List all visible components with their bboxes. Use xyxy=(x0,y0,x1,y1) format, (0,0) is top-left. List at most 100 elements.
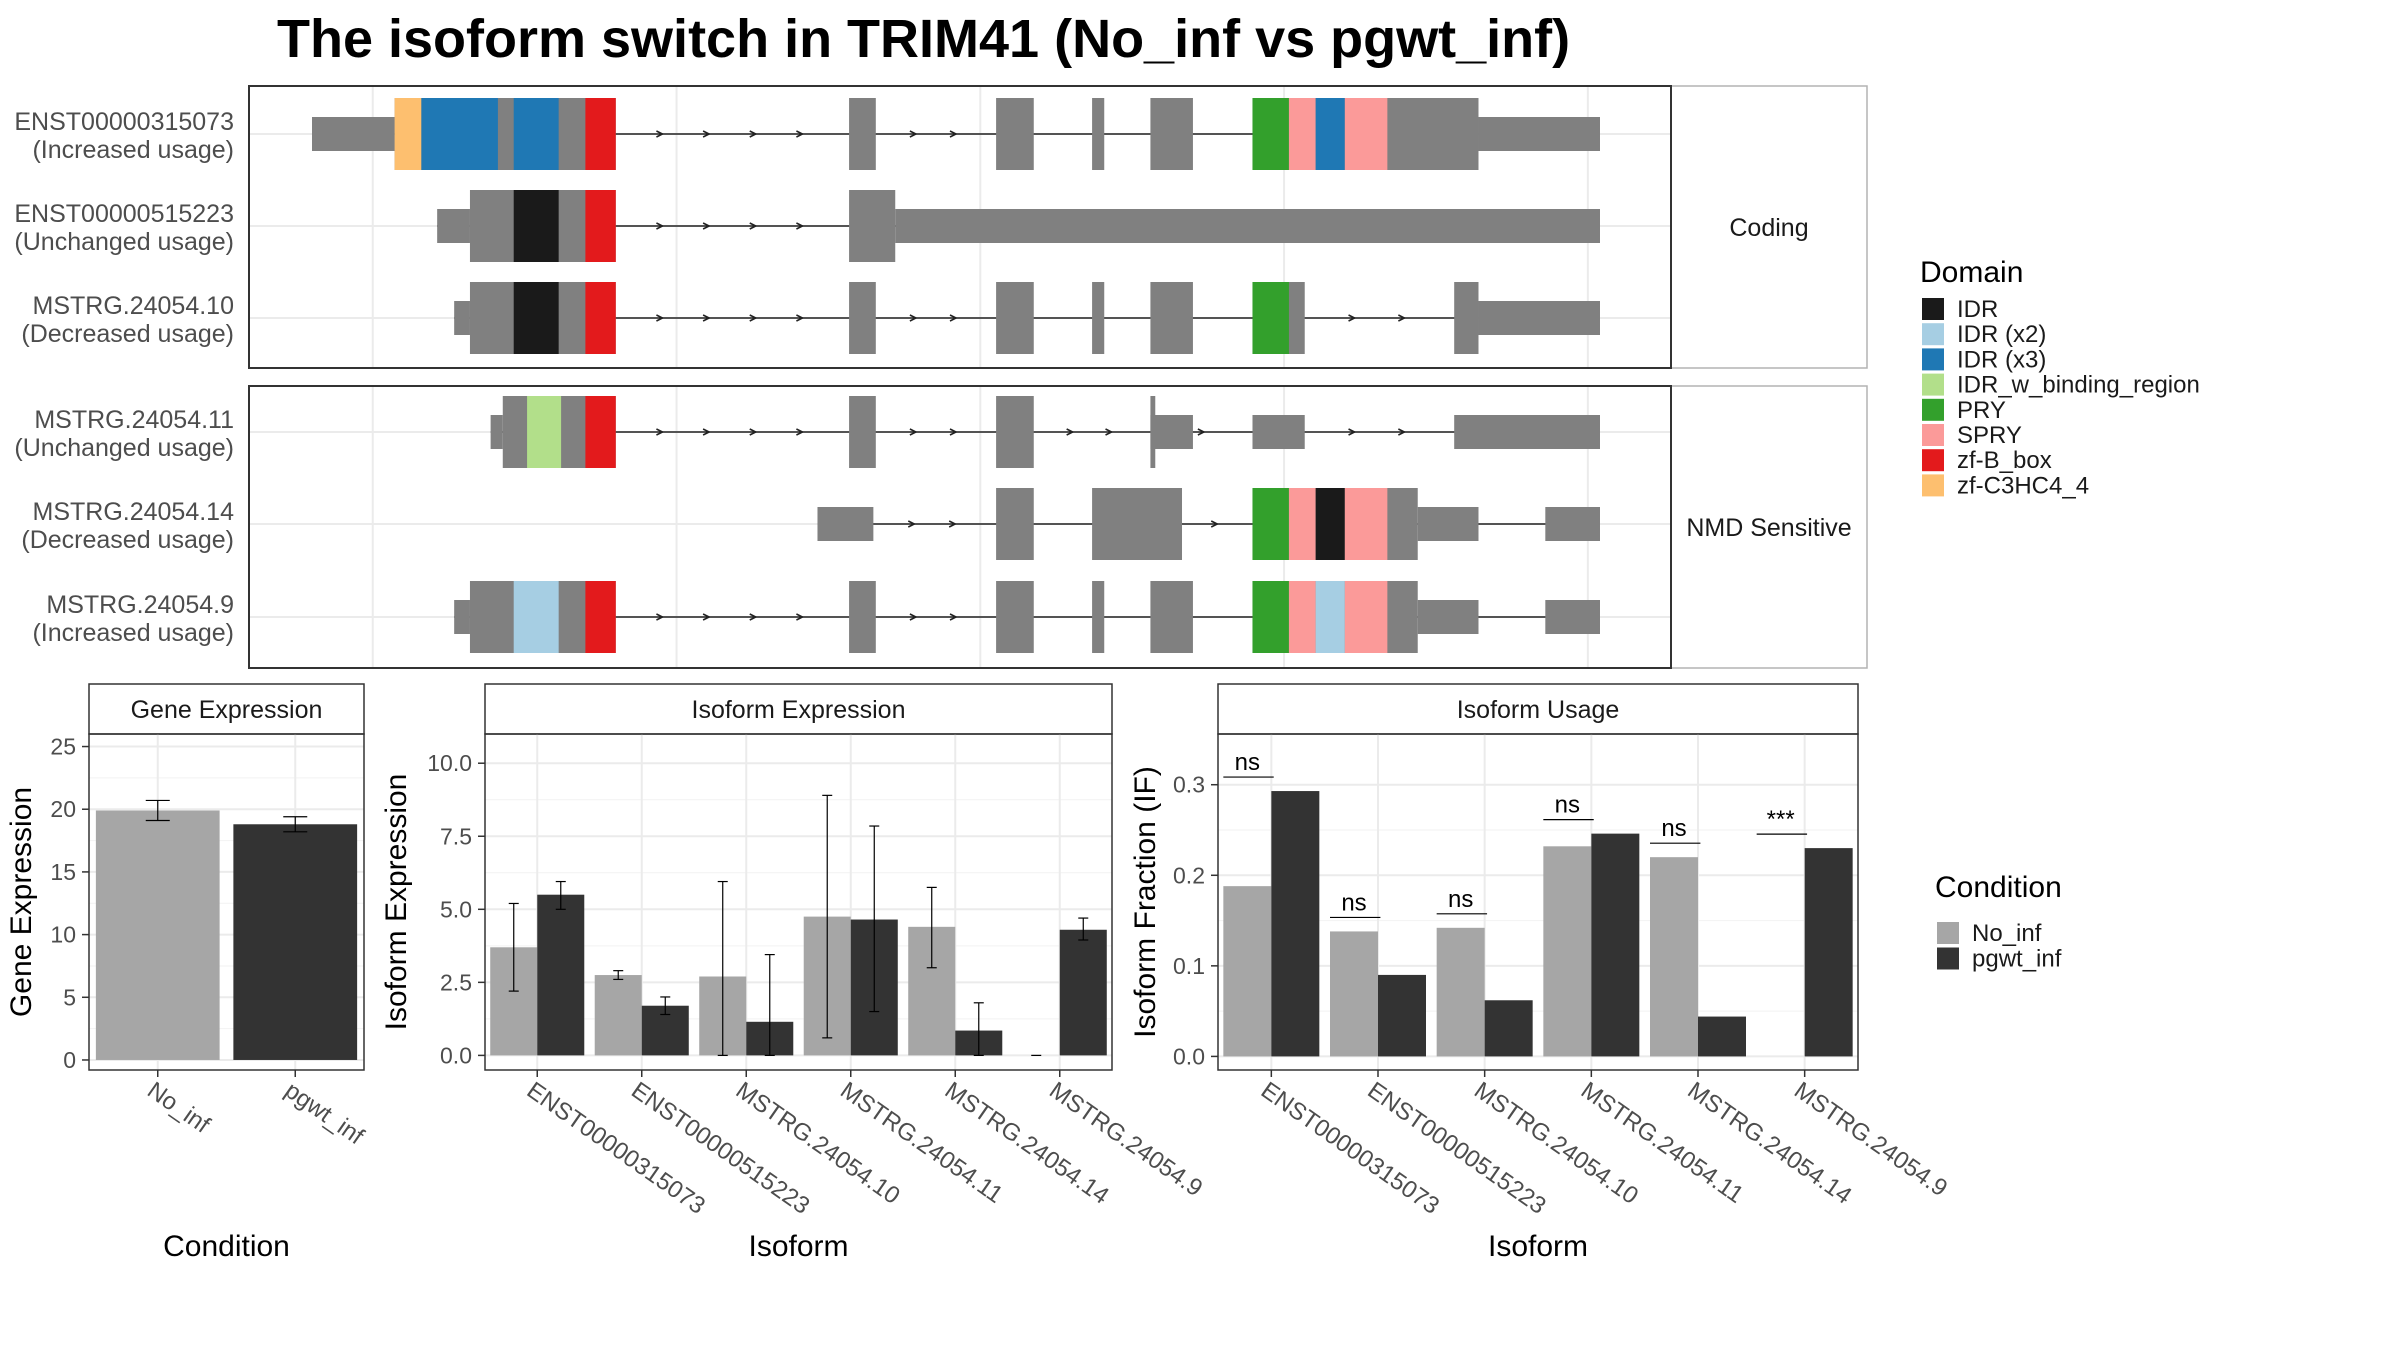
domain-legend-key xyxy=(1922,449,1944,472)
coding-exon xyxy=(996,581,1034,653)
intron-arrow xyxy=(749,428,758,436)
y-tick-label: 0.2 xyxy=(1173,862,1205,888)
coding-exon xyxy=(849,190,896,262)
y-tick-label: 10 xyxy=(50,922,76,948)
domain-block xyxy=(513,190,559,262)
x-tick-label: ENST00000515223 xyxy=(1363,1077,1551,1220)
transcript-id-label: ENST00000315073 xyxy=(14,108,234,136)
domain-legend-label: IDR (x2) xyxy=(1957,321,2046,348)
intron-arrow xyxy=(749,613,758,621)
transcript-id-label: MSTRG.24054.11 xyxy=(34,406,234,434)
transcript-usage-label: (Unchanged usage) xyxy=(14,228,234,256)
intron-arrow xyxy=(702,613,711,621)
structure-panel-border xyxy=(248,85,1672,369)
domain-block xyxy=(421,98,498,170)
structure-panel-border xyxy=(248,385,1672,669)
intron-arrow xyxy=(907,520,917,528)
intron-arrow xyxy=(1197,428,1206,436)
utr-exon xyxy=(817,507,874,541)
bar xyxy=(1223,886,1272,1057)
intron-arrow xyxy=(656,222,665,230)
x-tick-label: No_inf xyxy=(142,1077,215,1139)
transcript-id-label: MSTRG.24054.9 xyxy=(46,591,234,619)
significance-label: ns xyxy=(1235,749,1260,776)
transcript-id-label: MSTRG.24054.14 xyxy=(33,498,235,526)
intron-arrow xyxy=(702,428,711,436)
coding-exon xyxy=(849,98,876,170)
panel-title: Isoform Expression xyxy=(692,696,906,724)
figure-title: The isoform switch in TRIM41 (No_inf vs … xyxy=(277,9,1570,69)
coding-exon xyxy=(849,396,876,468)
domain-legend-label: IDR (x3) xyxy=(1957,346,2046,373)
panel-title: Gene Expression xyxy=(131,696,323,724)
domain-legend-key xyxy=(1922,424,1944,446)
coding-exon xyxy=(996,488,1034,560)
intron-arrow xyxy=(909,314,918,322)
significance-label: *** xyxy=(1767,806,1795,833)
domain-block xyxy=(1315,488,1345,560)
domain-block xyxy=(1288,98,1316,170)
y-tick-label: 0.1 xyxy=(1173,953,1205,979)
bar xyxy=(233,824,358,1060)
significance-label: ns xyxy=(1555,792,1580,819)
transcript-id-label: ENST00000515223 xyxy=(14,200,234,228)
domain-block xyxy=(1252,581,1289,653)
isoform-expression-chart: Isoform Expression 0.0 2.5 5.0 7.5 10.0 ENST00… xyxy=(380,683,1207,1263)
bar xyxy=(1271,791,1320,1057)
domain-legend-label: IDR xyxy=(1957,296,1998,323)
panel-strip xyxy=(88,683,365,735)
coding-exon xyxy=(1150,581,1193,653)
intron-arrow xyxy=(702,314,711,322)
intron-arrow xyxy=(909,613,918,621)
coding-exon xyxy=(1092,98,1105,170)
domain-block xyxy=(1252,488,1289,560)
intron-arrow xyxy=(702,222,711,230)
intron-arrow xyxy=(1066,428,1075,436)
bar xyxy=(1650,857,1698,1057)
domain-legend-key xyxy=(1922,398,1944,421)
coding-exon xyxy=(996,282,1034,354)
y-tick-label: 0 xyxy=(63,1047,76,1073)
domain-block xyxy=(513,581,559,653)
intron-arrow xyxy=(796,222,805,230)
intron-arrow xyxy=(1398,428,1407,436)
coding-exon xyxy=(1454,282,1479,354)
utr-exon xyxy=(1417,600,1479,634)
domain-block xyxy=(527,396,562,468)
bar xyxy=(594,975,642,1056)
intron-arrow xyxy=(949,130,958,138)
domain-legend-label: SPRY xyxy=(1957,422,2022,449)
intron-arrow xyxy=(949,314,958,322)
panel-border xyxy=(1217,733,1859,1071)
significance-label: ns xyxy=(1448,886,1473,913)
transcript-id-label: MSTRG.24054.10 xyxy=(33,292,235,320)
intron-arrow xyxy=(1348,428,1357,436)
bar xyxy=(1698,1016,1746,1057)
intron-arrow xyxy=(749,222,758,230)
bar xyxy=(1543,846,1592,1057)
intron-arrow xyxy=(749,314,758,322)
bar xyxy=(1059,929,1107,1056)
structure-strip xyxy=(1670,385,1868,669)
domain-block xyxy=(1344,581,1388,653)
condition-legend-title: Condition xyxy=(1935,871,2062,904)
intron-arrow xyxy=(656,130,665,138)
domain-block xyxy=(1252,98,1289,170)
significance-label: ns xyxy=(1661,815,1686,842)
domain-block xyxy=(513,98,559,170)
gene-expression-chart: Gene Expression 0 5 10 15 20 25 No_inf pgwt_inf C… xyxy=(5,683,369,1263)
structure-strip xyxy=(1670,85,1868,369)
transcript-usage-label: (Decreased usage) xyxy=(21,526,234,554)
utr-exon xyxy=(1545,600,1600,634)
domain-legend-label: IDR_w_binding_region xyxy=(1957,372,2200,399)
domain-block xyxy=(585,396,616,468)
domain-legend-key xyxy=(1922,348,1944,371)
y-tick-label: 7.5 xyxy=(440,823,472,849)
coding-exon xyxy=(1150,282,1193,354)
transcript-usage-label: (Increased usage) xyxy=(32,136,234,164)
x-tick-label: ENST00000315073 xyxy=(1256,1077,1444,1220)
domain-block xyxy=(1315,581,1345,653)
intron-arrow xyxy=(1105,428,1114,436)
